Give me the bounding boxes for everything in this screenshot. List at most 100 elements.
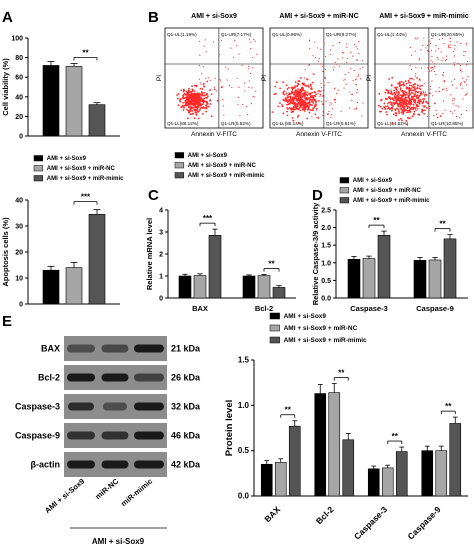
flow-dot: [340, 110, 342, 113]
flow-dot: [435, 113, 438, 115]
c-bar-2-3: [272, 287, 286, 299]
flow-dot: [420, 91, 423, 93]
flow-dot: [343, 52, 345, 54]
flow-dot: [279, 87, 282, 90]
e-bar-3-2: [381, 467, 394, 497]
flow-dot: [205, 93, 208, 95]
flow-dot: [209, 103, 212, 105]
flow-dot: [231, 86, 233, 89]
flow-dot: [192, 97, 195, 99]
flow-dot: [422, 44, 424, 46]
d-category-label: Caspase-9: [416, 304, 454, 313]
flow-dot: [397, 105, 400, 107]
flow-dot: [351, 99, 353, 102]
e-bar-2-3: [342, 439, 355, 497]
flow-dot: [405, 99, 408, 102]
flow-dot: [177, 104, 180, 107]
flow-dot: [273, 93, 276, 96]
flow-dot: [445, 58, 448, 60]
flow-dot: [435, 50, 437, 52]
flow-dot: [185, 103, 188, 105]
legend-label-3: AMI + si-Sox9 + miR-mimic: [47, 176, 124, 182]
flow-dot: [297, 114, 300, 117]
c-bar-2-1: [242, 275, 256, 299]
panel-letter-b: B: [148, 9, 159, 26]
flow-dot: [191, 102, 194, 104]
flow-dot: [428, 92, 431, 95]
flow-dot: [459, 117, 461, 119]
flow-dot: [399, 84, 402, 87]
flow-dot: [282, 98, 285, 101]
flow-y-label-3: PI: [366, 75, 373, 81]
flow-dot: [401, 109, 404, 112]
flow-dot: [402, 102, 405, 105]
flow-dot: [205, 51, 207, 53]
flow-y-label-2: PI: [261, 75, 268, 81]
flow-dot: [193, 84, 196, 87]
flow-dot: [466, 84, 468, 86]
flow-dot: [320, 87, 322, 89]
flow-dot: [251, 87, 253, 89]
flow-dot: [334, 61, 336, 63]
a1-y-tick-label: 80: [15, 55, 23, 62]
flow-dot: [414, 100, 417, 103]
flow-dot: [299, 94, 302, 97]
flow-dot: [409, 108, 412, 111]
flow-dot: [311, 100, 313, 103]
flow-dot: [184, 99, 187, 102]
flow-dot: [346, 61, 348, 64]
flow-dot: [431, 37, 433, 39]
flow-dot: [309, 83, 312, 86]
flow-dot: [293, 93, 296, 96]
flow-dot: [406, 111, 408, 114]
flow-dot: [423, 82, 425, 84]
flow-dot: [286, 110, 289, 113]
flow-dot: [405, 104, 408, 107]
flow-dot: [306, 117, 309, 120]
flow-dot: [238, 96, 240, 98]
flow-dot: [197, 117, 200, 120]
c-bar-1-1: [178, 275, 192, 299]
flow-dot: [290, 111, 293, 113]
flow-dot: [426, 102, 429, 105]
flow-dot: [417, 90, 419, 93]
flow-dot: [283, 90, 286, 93]
blot-band: [134, 402, 164, 411]
flow-dot: [196, 106, 199, 109]
flow-dot: [315, 93, 317, 96]
flow-dot: [312, 100, 315, 102]
flow-dot: [441, 60, 443, 62]
flow-dot: [465, 94, 467, 96]
flow-dot: [179, 98, 182, 101]
flow-dot: [254, 96, 256, 98]
flow-dot: [192, 98, 195, 101]
flow-dot: [418, 59, 420, 61]
flow-dot: [219, 80, 222, 82]
flow-dot: [319, 93, 322, 96]
flow-dot: [200, 104, 203, 106]
e-bar-3-1: [367, 468, 380, 497]
flow-dot: [343, 87, 345, 89]
flow-dot: [408, 102, 411, 105]
flow-dot: [279, 102, 281, 104]
blot-band: [101, 431, 129, 440]
flow-dot: [299, 109, 302, 112]
flow-dot: [285, 92, 288, 95]
flow-dot: [409, 103, 412, 106]
flow-dot: [318, 90, 321, 92]
flow-dot: [316, 116, 318, 118]
flow-dot: [403, 90, 406, 93]
legend-swatch-3: [174, 172, 185, 179]
flow-dot: [386, 102, 389, 105]
flow-dot: [299, 89, 302, 91]
flow-dot: [312, 96, 315, 99]
flow-dot: [405, 119, 408, 122]
flow-dot: [293, 91, 296, 94]
a2-bar-1-3: [88, 214, 106, 305]
flow-dot: [200, 97, 203, 100]
flow-dot: [306, 98, 309, 101]
flow-dot: [408, 90, 411, 92]
flow-dot: [292, 119, 295, 122]
flow-dot: [250, 102, 253, 105]
flow-dot: [250, 41, 252, 43]
